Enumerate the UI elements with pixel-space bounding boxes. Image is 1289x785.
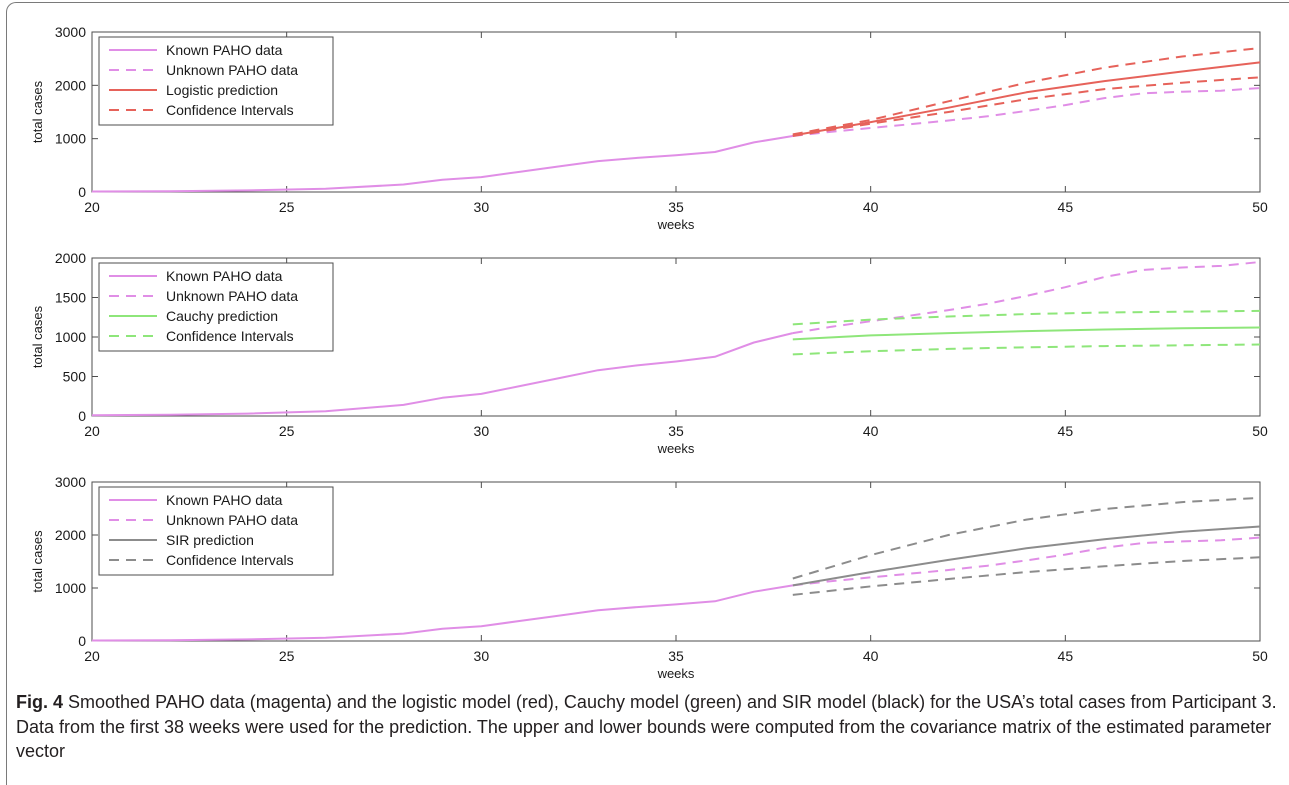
- series-line-5: [792, 343, 1261, 356]
- y-tick-label: 1500: [55, 290, 86, 306]
- series-line-3: [792, 326, 1261, 341]
- caption-label: Fig. 4: [16, 692, 64, 712]
- series-line-1: [91, 332, 794, 417]
- figure-frame: [6, 2, 1289, 785]
- legend-label: SIR prediction: [166, 532, 254, 548]
- x-tick-label: 20: [84, 648, 100, 664]
- y-tick-label: 0: [78, 408, 86, 424]
- x-tick-label: 45: [1058, 199, 1074, 215]
- y-tick-label: 1000: [55, 329, 86, 345]
- legend-label: Confidence Intervals: [166, 328, 294, 344]
- legend-box: [98, 262, 334, 352]
- x-tick-label: 50: [1252, 199, 1268, 215]
- x-tick-label: 35: [668, 423, 684, 439]
- legend-label: Known PAHO data: [166, 268, 283, 284]
- legend-label: Cauchy prediction: [166, 308, 278, 324]
- x-tick-label: 45: [1058, 648, 1074, 664]
- chart-panel-3: 20 25 30 35 40 45 50 0 1000 2000 3000 weeks total ca…: [30, 474, 1268, 681]
- series-line-2: [792, 87, 1261, 137]
- series-line-1: [91, 135, 793, 193]
- series-line-5: [792, 76, 1261, 137]
- x-axis-label: weeks: [657, 217, 695, 232]
- legend-label: Confidence Intervals: [166, 552, 294, 568]
- legend-label: Unknown PAHO data: [166, 288, 298, 304]
- legend-label: Known PAHO data: [166, 492, 283, 508]
- series-line-2: [792, 536, 1261, 587]
- legend-label: Logistic prediction: [166, 82, 278, 98]
- x-axis-label: weeks: [657, 666, 695, 681]
- x-tick-label: 35: [668, 199, 684, 215]
- x-tick-label: 40: [863, 199, 879, 215]
- chart-panel-2: 20 25 30 35 40 45 500500100015002000weekstotal…: [30, 250, 1268, 456]
- y-tick-label: 1000: [55, 131, 86, 147]
- y-tick-label: 2000: [55, 527, 86, 543]
- y-tick-label: 0: [78, 633, 86, 649]
- y-tick-label: 2000: [55, 250, 86, 266]
- y-tick-label: 2000: [55, 77, 86, 93]
- x-tick-label: 30: [474, 423, 490, 439]
- x-tick-label: 20: [84, 199, 100, 215]
- x-tick-label: 35: [668, 648, 684, 664]
- x-tick-label: 30: [474, 199, 490, 215]
- y-axis-label: total cases: [30, 530, 45, 593]
- series-line-5: [792, 556, 1261, 596]
- x-tick-label: 25: [279, 648, 295, 664]
- series-line-3: [792, 61, 1261, 137]
- x-tick-label: 20: [84, 423, 100, 439]
- series-line-2: [792, 261, 1261, 335]
- legend-label: Confidence Intervals: [166, 102, 294, 118]
- x-tick-label: 25: [279, 199, 295, 215]
- x-tick-label: 30: [474, 648, 490, 664]
- x-axis-label: weeks: [657, 441, 695, 456]
- x-tick-label: 50: [1252, 423, 1268, 439]
- legend-box: [98, 486, 334, 576]
- legend-label: Unknown PAHO data: [166, 512, 298, 528]
- y-axis-label: total cases: [30, 80, 45, 143]
- x-tick-label: 45: [1058, 423, 1074, 439]
- y-tick-label: 0: [78, 184, 86, 200]
- legend-box: [98, 36, 334, 126]
- y-tick-label: 3000: [55, 24, 86, 40]
- series-line-3: [792, 525, 1261, 587]
- x-tick-label: 40: [863, 648, 879, 664]
- legend-label: Unknown PAHO data: [166, 62, 298, 78]
- series-line-1: [91, 584, 793, 642]
- y-axis-label: total cases: [30, 305, 45, 368]
- x-tick-label: 40: [863, 423, 879, 439]
- y-tick-label: 3000: [55, 474, 86, 490]
- caption-text: Smoothed PAHO data (magenta) and the log…: [16, 692, 1277, 761]
- figure-caption: Fig. 4 Smoothed PAHO data (magenta) and …: [16, 690, 1281, 764]
- y-tick-label: 1000: [55, 580, 86, 596]
- chart-panel-1: 20 25 30 35 40 45 50 0 1000 2000 3000 weeks total ca…: [30, 24, 1268, 232]
- series-line-4: [792, 47, 1261, 136]
- y-tick-label: 500: [63, 369, 87, 385]
- series-line-4: [792, 496, 1261, 580]
- x-tick-label: 50: [1252, 648, 1268, 664]
- x-tick-label: 25: [279, 423, 295, 439]
- legend-label: Known PAHO data: [166, 42, 283, 58]
